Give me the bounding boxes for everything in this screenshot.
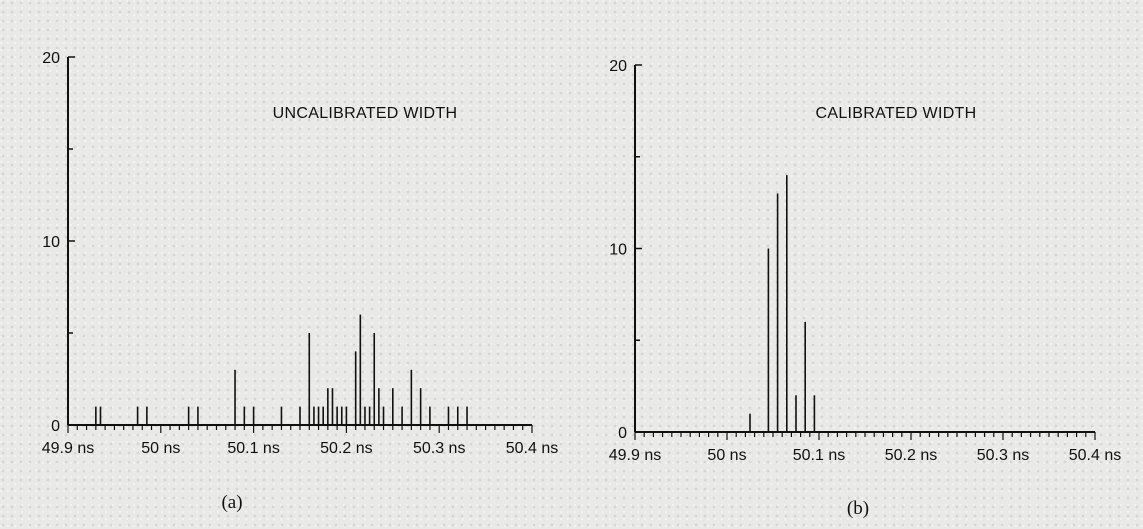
x-tick-label: 50.4 ns: [1069, 447, 1121, 464]
x-tick-label: 50.3 ns: [413, 440, 465, 457]
y-tick-label: 0: [51, 418, 60, 435]
y-tick-label: 0: [618, 425, 627, 442]
y-tick-label: 10: [609, 242, 627, 259]
x-tick-label: 50.2 ns: [320, 440, 372, 457]
chart-a: 0 10 20 49.9 ns 50 ns 50.1 ns 50.2 ns 50.3 ns 50…: [42, 50, 558, 513]
panel-label: (a): [221, 492, 242, 513]
x-tick-label: 50.1 ns: [227, 440, 279, 457]
x-tick-label: 50 ns: [707, 447, 746, 464]
y-tick-label: 20: [42, 50, 60, 67]
x-tick-label: 50.3 ns: [977, 447, 1029, 464]
chart-title: CALIBRATED WIDTH: [816, 105, 977, 122]
y-tick-label: 20: [609, 58, 627, 75]
x-tick-label: 50.1 ns: [793, 447, 845, 464]
x-tick-label: 50 ns: [141, 440, 180, 457]
x-tick-label: 50.4 ns: [506, 440, 558, 457]
y-tick-label: 10: [42, 234, 60, 251]
x-tick-label: 49.9 ns: [42, 440, 94, 457]
chart-title: UNCALIBRATED WIDTH: [273, 105, 458, 122]
x-tick-label: 49.9 ns: [609, 447, 661, 464]
x-tick-label: 50.2 ns: [885, 447, 937, 464]
panel-label: (b): [847, 498, 869, 519]
chart-b: 0 10 20 49.9 ns 50 ns 50.1 ns 50.2 ns 50.3 ns 50…: [609, 58, 1121, 519]
